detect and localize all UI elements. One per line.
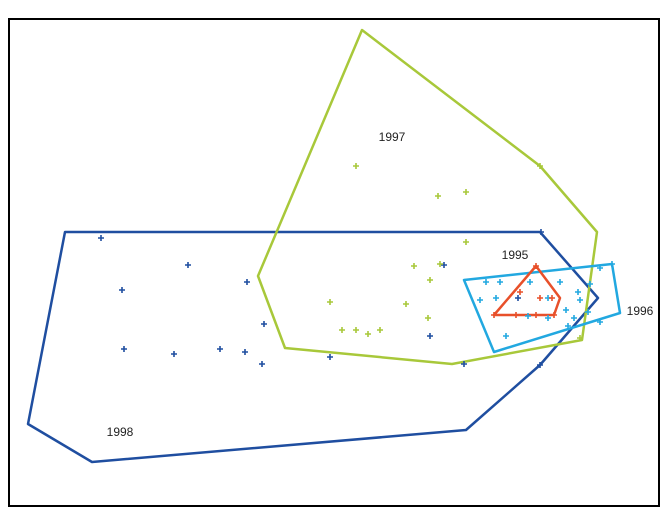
point <box>525 313 531 319</box>
point <box>565 323 571 329</box>
points <box>98 163 615 368</box>
point <box>121 346 127 352</box>
label-1997: 1997 <box>379 130 406 144</box>
point <box>537 362 543 368</box>
point <box>425 315 431 321</box>
point <box>217 346 223 352</box>
point <box>571 315 577 321</box>
point <box>497 279 503 285</box>
point <box>503 333 509 339</box>
point <box>353 327 359 333</box>
point <box>537 295 543 301</box>
point <box>377 327 383 333</box>
point <box>98 235 104 241</box>
point <box>427 333 433 339</box>
point <box>493 295 499 301</box>
point <box>533 312 539 318</box>
point <box>577 335 583 341</box>
hull-1997 <box>256 28 599 366</box>
point <box>491 312 497 318</box>
point <box>463 189 469 195</box>
point <box>545 315 551 321</box>
point <box>537 163 543 169</box>
point <box>463 239 469 245</box>
point <box>327 299 333 305</box>
point <box>339 327 345 333</box>
point <box>551 312 557 318</box>
point <box>185 262 191 268</box>
point <box>242 349 248 355</box>
point <box>327 354 333 360</box>
hull-1998 <box>26 230 600 464</box>
point <box>259 361 265 367</box>
point <box>585 309 591 315</box>
point <box>517 289 523 295</box>
point <box>461 361 467 367</box>
point <box>435 193 441 199</box>
point <box>261 321 267 327</box>
point <box>365 331 371 337</box>
label-1995: 1995 <box>502 248 529 262</box>
point <box>477 297 483 303</box>
point <box>171 351 177 357</box>
point <box>515 295 521 301</box>
point <box>441 262 447 268</box>
point <box>549 295 555 301</box>
frame <box>8 18 660 507</box>
point <box>244 279 250 285</box>
label-1998: 1998 <box>107 425 134 439</box>
point <box>587 281 593 287</box>
point <box>597 319 603 325</box>
point <box>609 261 615 267</box>
label-1996: 1996 <box>627 304 654 318</box>
point <box>538 229 544 235</box>
point <box>575 289 581 295</box>
point <box>577 297 583 303</box>
point <box>527 279 533 285</box>
point <box>563 307 569 313</box>
hull-1996 <box>462 262 622 354</box>
point <box>119 287 125 293</box>
point <box>483 279 489 285</box>
point <box>411 263 417 269</box>
point <box>597 265 603 271</box>
point <box>557 279 563 285</box>
point <box>513 312 519 318</box>
point <box>437 261 443 267</box>
point <box>533 263 539 269</box>
point <box>427 277 433 283</box>
point <box>403 301 409 307</box>
point <box>353 163 359 169</box>
